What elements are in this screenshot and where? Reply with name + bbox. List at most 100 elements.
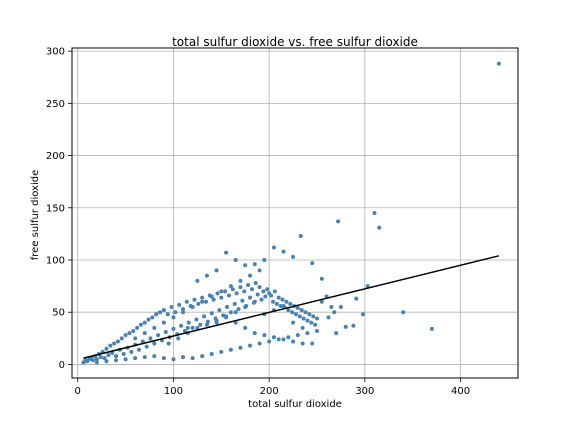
data-point — [142, 320, 147, 325]
trend-line-group — [83, 255, 500, 359]
data-point — [326, 315, 331, 320]
data-point — [138, 322, 143, 327]
data-point — [154, 312, 159, 317]
data-point — [195, 278, 200, 283]
data-point — [319, 299, 324, 304]
data-point — [150, 315, 155, 320]
data-point — [226, 293, 231, 298]
data-point — [240, 298, 245, 303]
data-point — [94, 357, 99, 362]
data-point — [152, 325, 157, 330]
data-point — [238, 278, 243, 283]
data-point — [255, 292, 260, 297]
data-point — [300, 341, 305, 346]
data-point — [315, 329, 320, 334]
data-point — [284, 299, 289, 304]
data-point — [135, 325, 140, 330]
data-point — [106, 353, 111, 358]
data-point — [299, 308, 304, 313]
data-point — [300, 325, 305, 330]
data-point — [310, 341, 315, 346]
plot-frame — [71, 47, 519, 379]
data-point — [217, 308, 222, 313]
data-point — [146, 317, 151, 322]
data-point — [311, 314, 316, 319]
data-point — [114, 354, 119, 359]
data-point — [209, 311, 214, 316]
data-point — [133, 336, 138, 341]
data-point — [252, 331, 257, 336]
data-point — [338, 304, 343, 309]
data-point — [281, 303, 286, 308]
data-point — [291, 339, 296, 344]
data-point — [163, 330, 168, 335]
data-point — [181, 310, 186, 315]
data-point — [198, 322, 203, 327]
data-point — [234, 291, 239, 296]
data-point — [372, 211, 377, 215]
data-point — [243, 304, 248, 309]
data-point — [205, 319, 210, 324]
data-point — [351, 323, 356, 328]
data-point — [309, 320, 314, 325]
data-point — [276, 295, 281, 300]
data-point — [219, 349, 224, 354]
data-point — [119, 336, 124, 341]
data-point — [102, 356, 107, 361]
x-axis-label: total sulfur dioxide — [248, 399, 342, 410]
data-point — [262, 257, 267, 262]
data-point — [186, 320, 191, 325]
data-point — [329, 304, 334, 309]
grid — [72, 48, 518, 378]
data-point — [169, 304, 174, 309]
data-point — [377, 225, 382, 230]
data-point — [171, 357, 176, 362]
data-point — [286, 335, 291, 340]
data-point — [115, 339, 120, 344]
data-point — [332, 310, 337, 315]
data-point — [310, 261, 315, 266]
data-point — [204, 322, 209, 327]
data-point — [215, 291, 220, 296]
data-point — [228, 347, 233, 352]
data-point — [267, 339, 272, 344]
y-axis-label: free sulfur dioxide — [30, 170, 41, 261]
data-point — [496, 61, 501, 66]
y-axis-ticks: 0 50 100 150 200 250 300 — [46, 47, 72, 371]
data-point — [171, 315, 176, 320]
data-point — [214, 268, 219, 273]
data-point — [336, 219, 341, 224]
data-point — [295, 333, 300, 338]
data-point — [161, 308, 166, 313]
data-point — [171, 326, 176, 331]
data-point — [142, 331, 147, 336]
data-point — [140, 339, 145, 344]
data-point — [233, 257, 238, 262]
data-point — [233, 310, 238, 315]
data-point — [228, 284, 233, 289]
x-tick-label: 100 — [164, 386, 183, 397]
y-tick-label: 200 — [46, 151, 65, 162]
data-point — [301, 316, 306, 321]
data-point — [181, 355, 186, 360]
data-point — [280, 297, 285, 302]
data-point — [269, 293, 274, 298]
data-point — [136, 347, 141, 352]
data-point — [190, 356, 195, 361]
data-point — [401, 310, 406, 315]
data-point — [224, 250, 229, 255]
data-point — [295, 306, 300, 311]
data-point — [242, 289, 247, 294]
data-point — [202, 314, 207, 319]
data-point — [112, 341, 117, 346]
data-point — [194, 317, 199, 322]
data-point — [232, 301, 237, 306]
y-tick-label: 150 — [46, 203, 65, 214]
data-point — [127, 331, 132, 336]
data-point — [313, 322, 318, 327]
data-point — [291, 254, 296, 259]
data-point — [192, 297, 197, 302]
data-point — [219, 295, 224, 300]
data-point — [305, 331, 310, 336]
